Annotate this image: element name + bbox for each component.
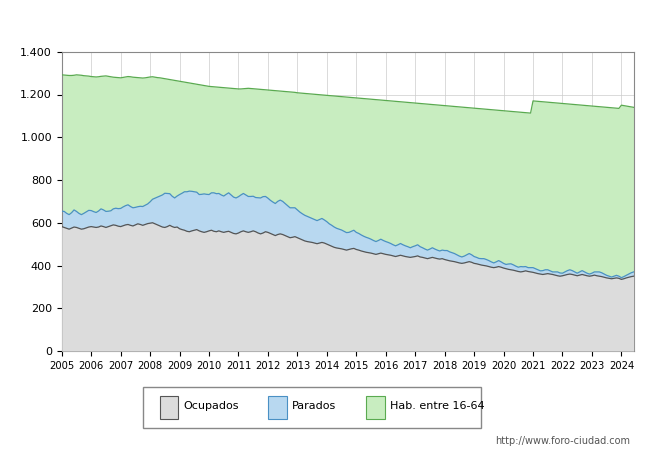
- Bar: [366, 396, 385, 418]
- FancyBboxPatch shape: [143, 387, 481, 428]
- Text: Ocupados: Ocupados: [183, 401, 239, 411]
- Text: http://www.foro-ciudad.com: http://www.foro-ciudad.com: [495, 436, 630, 446]
- Text: Hab. entre 16-64: Hab. entre 16-64: [390, 401, 484, 411]
- Text: Parados: Parados: [292, 401, 336, 411]
- Bar: [160, 396, 179, 418]
- Text: Orcera - Evolucion de la poblacion en edad de Trabajar Mayo de 2024: Orcera - Evolucion de la poblacion en ed…: [92, 17, 558, 30]
- Bar: [268, 396, 287, 418]
